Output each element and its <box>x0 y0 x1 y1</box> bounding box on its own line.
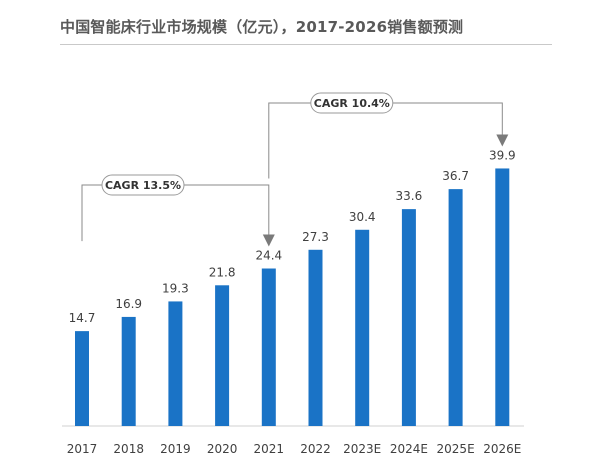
bar-value-label: 36.7 <box>442 169 469 183</box>
x-tick-label: 2020 <box>207 442 238 456</box>
cagr-arrow-head <box>262 234 275 247</box>
bar-value-label: 21.8 <box>209 265 236 279</box>
bar <box>448 189 463 426</box>
bar-value-label: 24.4 <box>255 249 282 263</box>
x-tick-label: 2021 <box>254 442 285 456</box>
x-tick-label: 2024E <box>390 442 428 456</box>
x-tick-label: 2025E <box>437 442 475 456</box>
x-tick-label: 2019 <box>160 442 191 456</box>
cagr-label-pill <box>101 174 185 196</box>
cagr-label: CAGR 10.4% <box>314 97 390 110</box>
bar-value-label: 27.3 <box>302 230 329 244</box>
bar <box>121 316 136 426</box>
bar <box>261 268 276 426</box>
title-divider <box>60 44 552 45</box>
bar-value-label: 39.9 <box>489 148 516 162</box>
bar-value-label: 14.7 <box>69 311 96 325</box>
bar-value-label: 19.3 <box>162 281 189 295</box>
bar-value-label: 30.4 <box>349 210 376 224</box>
chart-title: 中国智能床行业市场规模（亿元），2017-2026销售额预测 <box>60 18 464 36</box>
x-tick-label: 2017 <box>67 442 98 456</box>
bar <box>495 168 510 427</box>
cagr-label: CAGR 13.5% <box>105 179 181 192</box>
bar <box>75 331 89 426</box>
bar <box>308 249 323 426</box>
x-tick-label: 2018 <box>113 442 144 456</box>
cagr-connector-line <box>268 102 503 179</box>
x-tick-label: 2022 <box>300 442 331 456</box>
bar <box>401 209 416 426</box>
cagr-label-pill <box>310 92 394 114</box>
x-tick-label: 2026E <box>483 442 521 456</box>
cagr-arrow-head <box>496 134 509 147</box>
bar <box>168 301 183 426</box>
bar <box>215 285 230 426</box>
bar <box>355 229 370 426</box>
x-tick-label: 2023E <box>343 442 381 456</box>
bar-value-label: 33.6 <box>396 189 423 203</box>
bar-value-label: 16.9 <box>115 297 142 311</box>
